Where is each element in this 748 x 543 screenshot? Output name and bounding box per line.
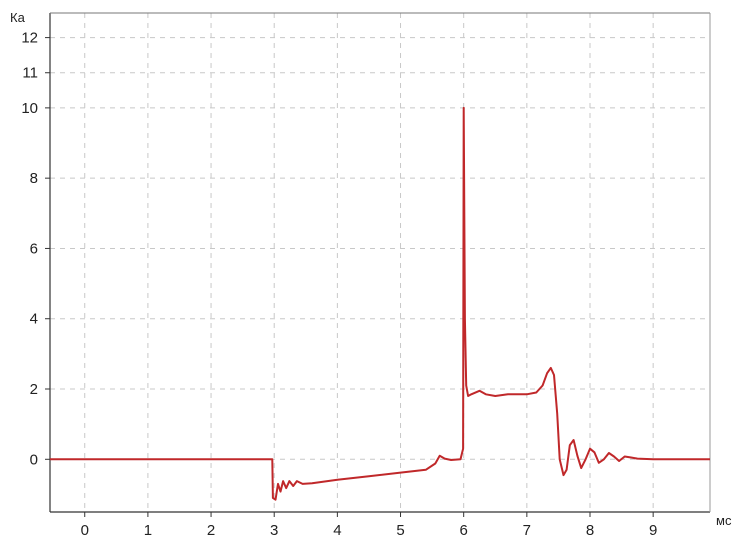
y-tick-label: 0: [30, 451, 38, 468]
series-layer: [50, 106, 710, 501]
x-tick-label: 4: [333, 522, 341, 539]
y-tick-label: 11: [22, 65, 38, 82]
y-axis: 0 2 4 6 8 10 11 12: [21, 30, 50, 468]
x-axis-unit: мс: [716, 513, 732, 528]
y-tick-label: 6: [30, 240, 38, 257]
y-axis-unit: Ка: [10, 10, 26, 25]
series-line: [50, 106, 710, 501]
y-tick-label: 8: [30, 170, 38, 187]
y-tick-label: 4: [30, 311, 38, 328]
x-tick-label: 6: [460, 522, 468, 539]
x-tick-label: 5: [396, 522, 404, 539]
x-axis: 0 1 2 3 4 5 6 7 8 9: [81, 512, 657, 539]
grid: [50, 13, 710, 512]
x-tick-label: 8: [586, 522, 594, 539]
x-tick-label: 7: [523, 522, 531, 539]
x-tick-label: 3: [270, 522, 278, 539]
x-tick-label: 1: [144, 522, 152, 539]
y-tick-label: 2: [30, 381, 38, 398]
x-tick-label: 2: [207, 522, 215, 539]
y-tick-label: 10: [21, 100, 38, 117]
y-tick-label: 12: [21, 30, 38, 47]
x-tick-label: 9: [649, 522, 657, 539]
x-tick-label: 0: [81, 522, 89, 539]
plot-frame: [49, 12, 711, 513]
